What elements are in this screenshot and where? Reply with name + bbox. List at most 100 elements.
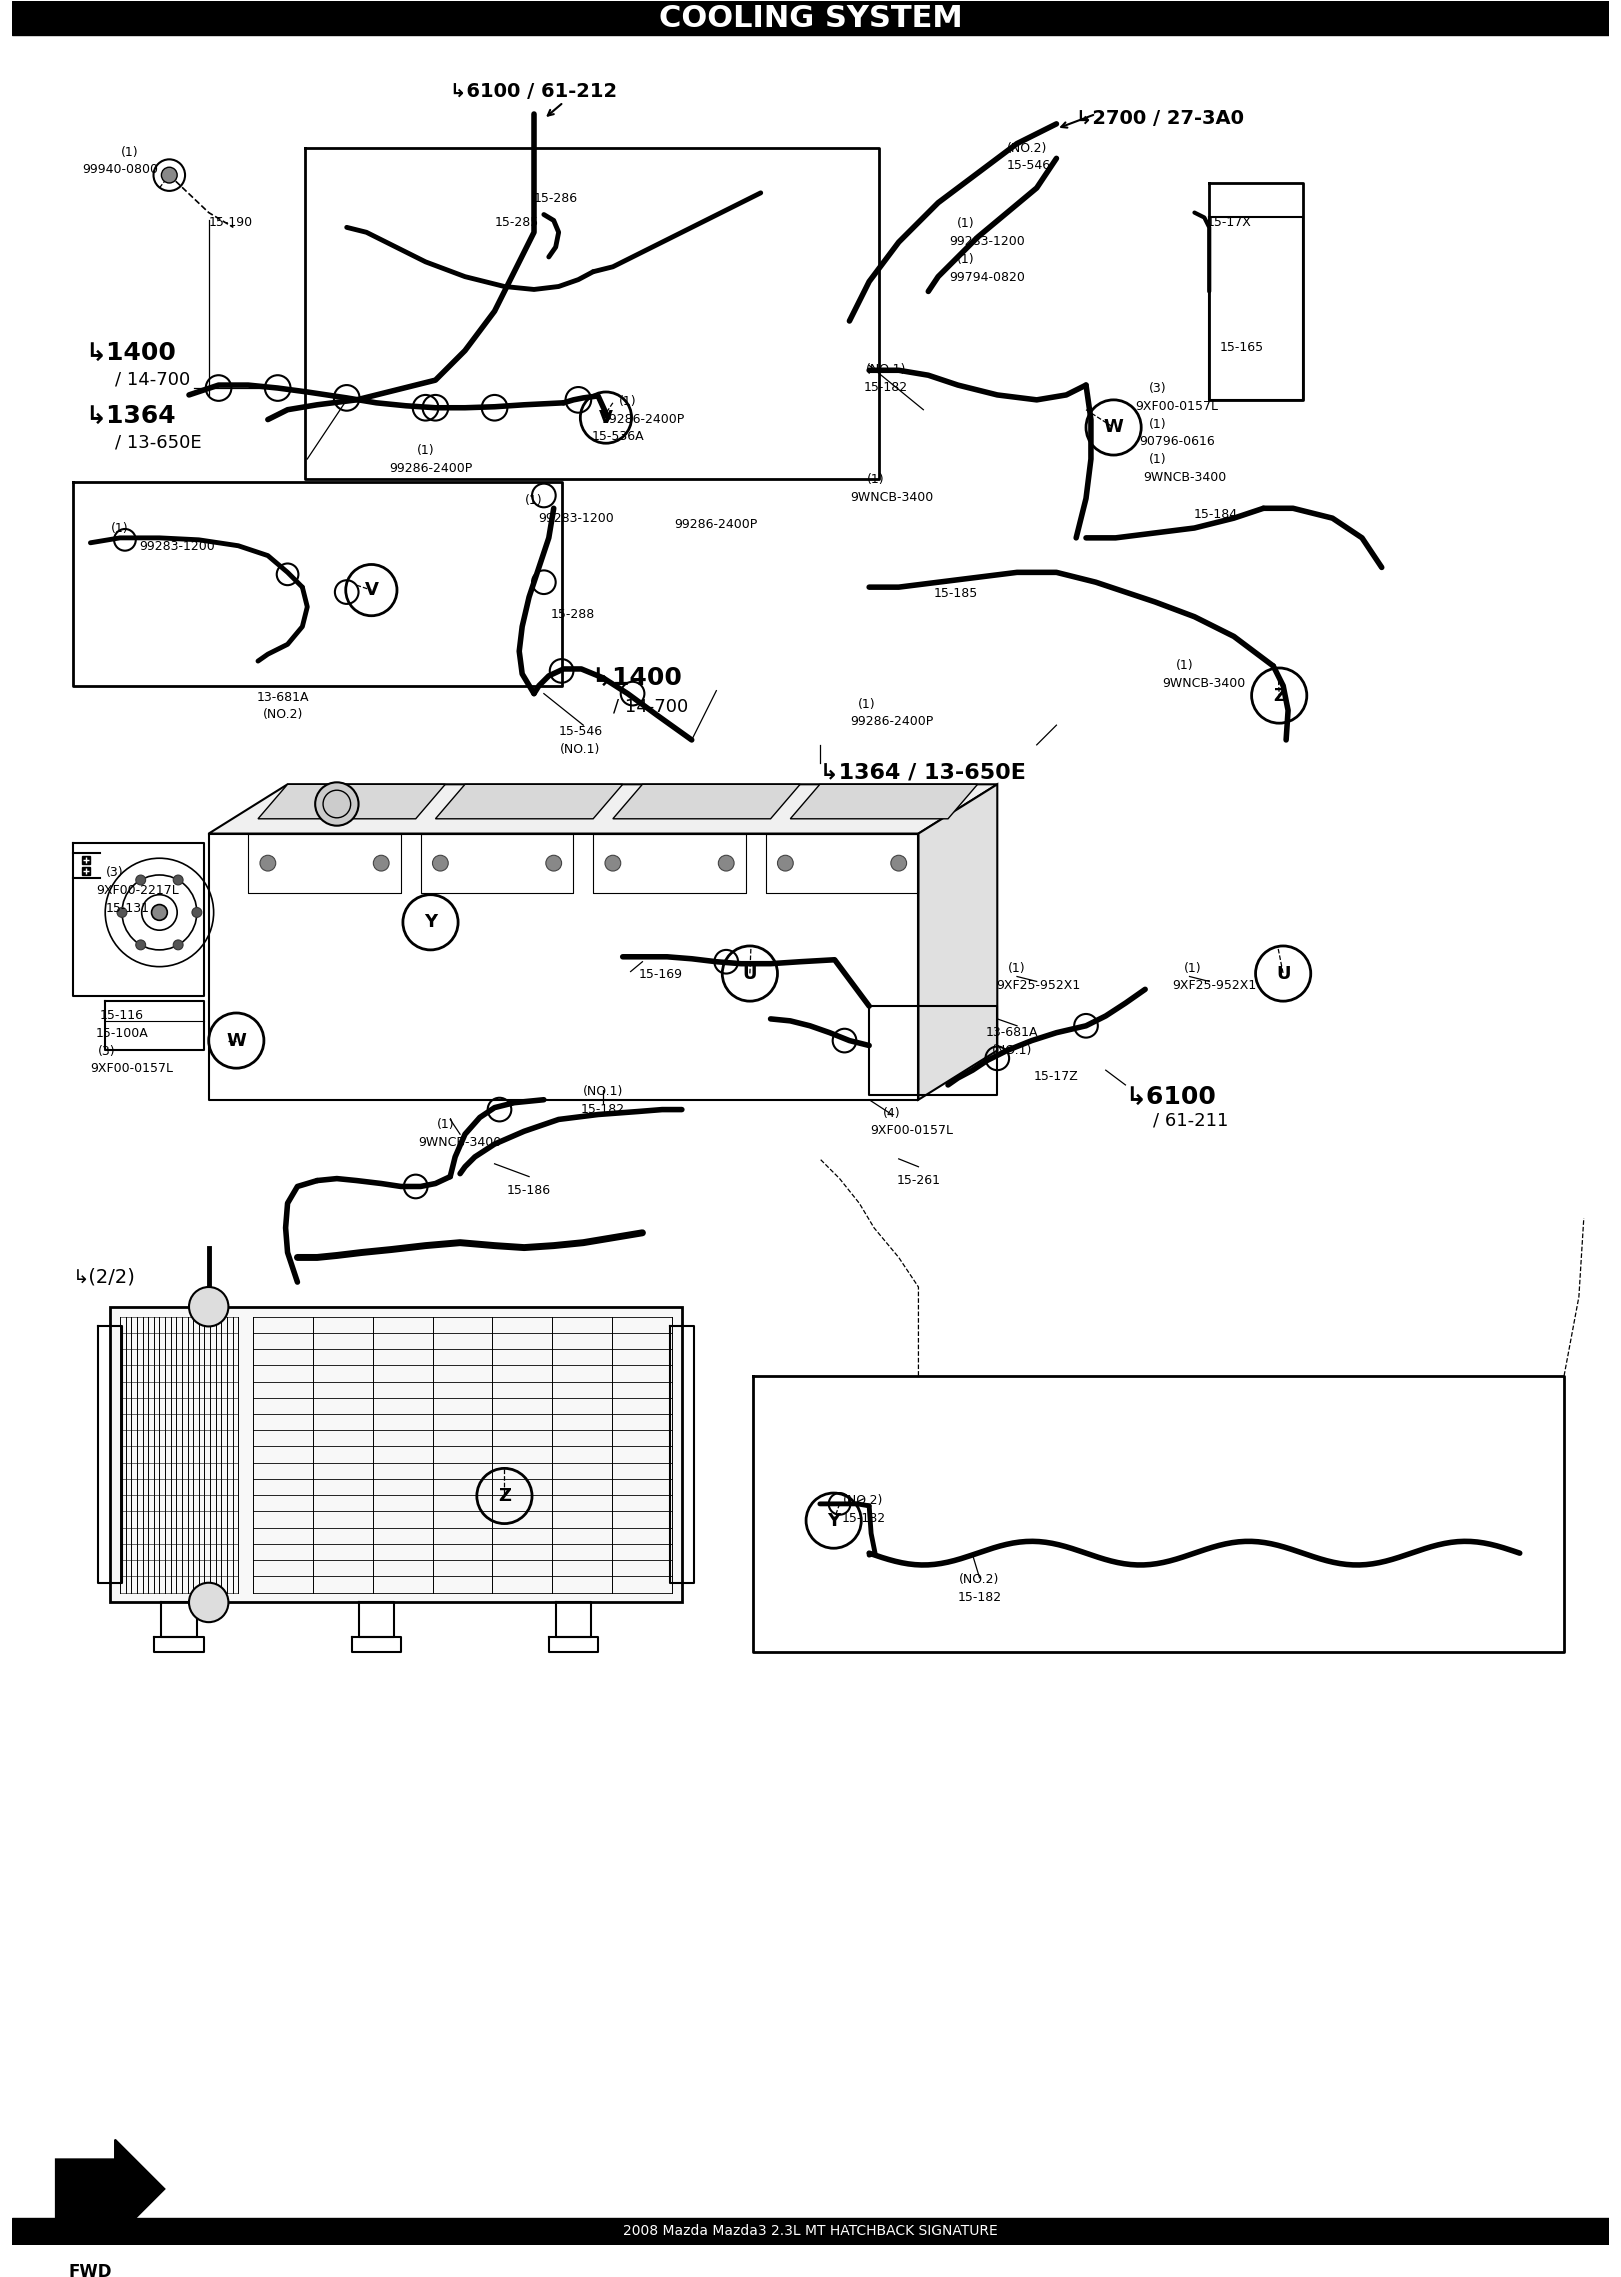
Text: / 14-700: / 14-700 <box>613 697 687 715</box>
Polygon shape <box>791 783 977 820</box>
Polygon shape <box>919 783 997 1100</box>
Bar <box>11 2218 1610 2245</box>
Text: 15-261: 15-261 <box>896 1173 940 1186</box>
Text: (1): (1) <box>1008 961 1026 975</box>
Text: Y: Y <box>425 913 438 931</box>
Text: (NO.2): (NO.2) <box>263 708 303 722</box>
Circle shape <box>605 856 621 872</box>
Text: 2008 Mazda Mazda3 2.3L MT HATCHBACK SIGNATURE: 2008 Mazda Mazda3 2.3L MT HATCHBACK SIGN… <box>622 2225 999 2238</box>
Text: W: W <box>1104 419 1123 437</box>
Text: / 61-211: / 61-211 <box>1153 1111 1229 1129</box>
Text: (1): (1) <box>417 444 434 458</box>
Text: (NO.2): (NO.2) <box>960 1573 1000 1585</box>
Text: (1): (1) <box>867 474 885 485</box>
Text: 9XF00-0157L: 9XF00-0157L <box>870 1125 953 1138</box>
Text: 15-546: 15-546 <box>1007 159 1052 173</box>
Text: 9WNCB-3400: 9WNCB-3400 <box>418 1136 501 1150</box>
Text: / 13-650E: / 13-650E <box>115 433 201 451</box>
Circle shape <box>546 856 561 872</box>
Text: ↳1364: ↳1364 <box>86 403 177 428</box>
Text: (1): (1) <box>436 1118 454 1132</box>
Polygon shape <box>258 783 446 820</box>
Circle shape <box>433 856 449 872</box>
Text: ↳6100: ↳6100 <box>1125 1084 1216 1109</box>
Circle shape <box>173 874 183 886</box>
Circle shape <box>162 166 177 182</box>
Text: (1): (1) <box>525 494 543 508</box>
Text: 15-182: 15-182 <box>958 1592 1002 1603</box>
Circle shape <box>136 874 146 886</box>
Polygon shape <box>209 783 997 833</box>
Bar <box>11 0 1610 34</box>
Text: 9XF00-2217L: 9XF00-2217L <box>96 883 178 897</box>
Text: ↳1400: ↳1400 <box>592 665 682 690</box>
Text: (NO.2): (NO.2) <box>1007 141 1047 155</box>
Text: 99940-0800: 99940-0800 <box>83 164 157 175</box>
Circle shape <box>373 856 389 872</box>
Text: (1): (1) <box>1183 961 1201 975</box>
Text: Z: Z <box>498 1487 511 1505</box>
Circle shape <box>259 856 276 872</box>
Text: FWD: FWD <box>68 2263 112 2277</box>
Text: 15-182: 15-182 <box>841 1512 885 1526</box>
Text: 13-681A: 13-681A <box>986 1027 1039 1038</box>
Text: 99283-1200: 99283-1200 <box>538 512 614 526</box>
Text: U: U <box>742 965 757 984</box>
Text: 9XF00-0157L: 9XF00-0157L <box>1135 401 1219 412</box>
Text: (1): (1) <box>1175 658 1193 672</box>
Text: 99794-0820: 99794-0820 <box>950 271 1026 285</box>
Polygon shape <box>436 783 622 820</box>
Circle shape <box>151 904 167 920</box>
Text: 15-286: 15-286 <box>533 191 579 205</box>
Text: / 14-700: / 14-700 <box>115 371 190 389</box>
Text: 15-169: 15-169 <box>639 968 682 981</box>
Text: 15-546: 15-546 <box>558 724 603 738</box>
Text: 15-17X: 15-17X <box>1206 216 1251 228</box>
Text: 9WNCB-3400: 9WNCB-3400 <box>1162 676 1247 690</box>
Text: (3): (3) <box>1149 383 1167 396</box>
Circle shape <box>718 856 734 872</box>
Circle shape <box>117 909 126 918</box>
Text: ↳1364 / 13-650E: ↳1364 / 13-650E <box>820 763 1026 783</box>
Text: W: W <box>227 1031 246 1050</box>
Text: 15-100A: 15-100A <box>96 1027 149 1041</box>
Text: 13-681A: 13-681A <box>256 690 310 704</box>
Text: 9WNCB-3400: 9WNCB-3400 <box>849 490 934 503</box>
Text: (3): (3) <box>99 1045 117 1057</box>
Text: (1): (1) <box>1149 453 1167 467</box>
Text: (NO.1): (NO.1) <box>866 364 906 376</box>
Text: Y: Y <box>827 1512 840 1530</box>
Text: 90796-0616: 90796-0616 <box>1140 435 1214 449</box>
Bar <box>110 1307 682 1603</box>
Text: ↳(2/2): ↳(2/2) <box>73 1268 136 1287</box>
Text: (NO.1): (NO.1) <box>584 1084 622 1098</box>
Text: ↳2700 / 27-3A0: ↳2700 / 27-3A0 <box>1076 109 1245 128</box>
Text: 99286-2400P: 99286-2400P <box>674 519 759 531</box>
Circle shape <box>136 940 146 950</box>
Text: (1): (1) <box>122 146 139 159</box>
Text: (1): (1) <box>956 253 974 266</box>
Circle shape <box>314 783 358 827</box>
Circle shape <box>190 1583 229 1621</box>
Text: (1): (1) <box>112 521 128 535</box>
Circle shape <box>173 940 183 950</box>
Text: 99286-2400P: 99286-2400P <box>601 412 684 426</box>
Text: V: V <box>365 581 378 599</box>
Text: 15-165: 15-165 <box>1219 342 1264 353</box>
Circle shape <box>892 856 906 872</box>
Text: 15-182: 15-182 <box>864 380 908 394</box>
Text: (1): (1) <box>619 394 637 408</box>
Text: 15-185: 15-185 <box>934 587 977 601</box>
Text: COOLING SYSTEM: COOLING SYSTEM <box>658 5 963 32</box>
Text: 99283-1200: 99283-1200 <box>139 540 216 553</box>
Text: 15-285: 15-285 <box>494 216 538 228</box>
Text: V: V <box>600 408 613 426</box>
Text: (1): (1) <box>1149 417 1167 430</box>
Circle shape <box>190 1287 229 1327</box>
Text: ↳6100 / 61-212: ↳6100 / 61-212 <box>451 82 618 102</box>
Text: 15-182: 15-182 <box>580 1102 626 1116</box>
Text: 9XF25-952X1: 9XF25-952X1 <box>1172 979 1256 993</box>
Text: 15-536A: 15-536A <box>592 430 644 444</box>
Text: 15-190: 15-190 <box>209 216 253 228</box>
Text: 15-288: 15-288 <box>551 608 595 622</box>
